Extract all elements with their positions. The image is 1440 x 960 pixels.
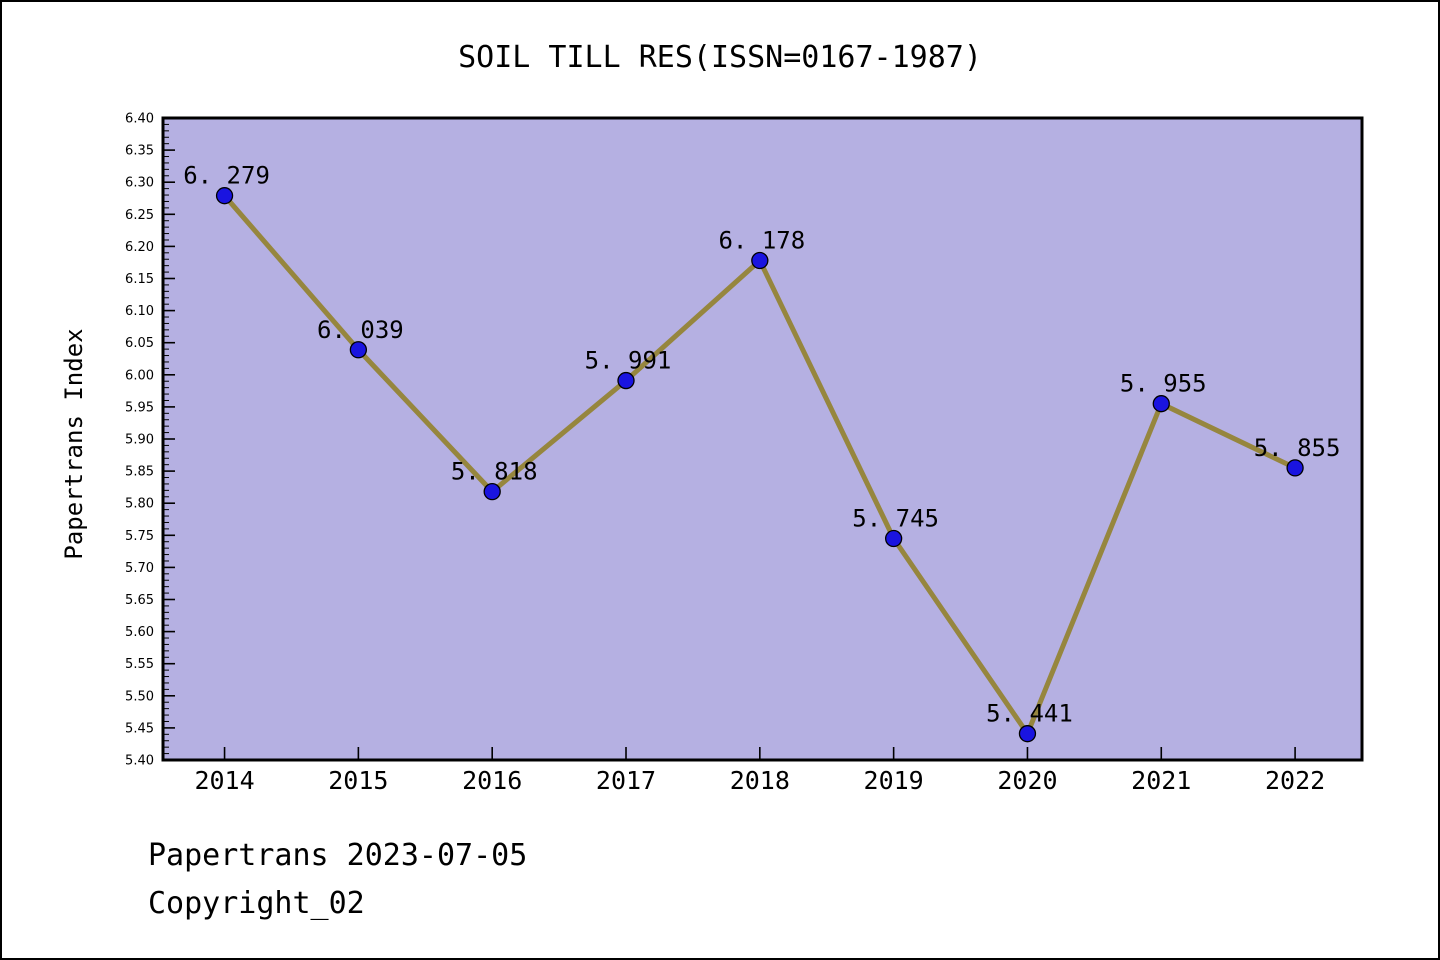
data-point-marker (1018, 725, 1037, 743)
x-tick-label: 2016 (462, 766, 522, 795)
x-tick-label: 2022 (1265, 766, 1325, 795)
data-point-label: 5. 991 (585, 347, 672, 375)
y-tick-label: 6.10 (125, 304, 154, 319)
footer-copyright-text: Copyright_02 (148, 886, 365, 921)
data-point-label: 6. 039 (317, 316, 404, 344)
y-tick-label: 5.55 (125, 657, 154, 672)
y-tick-label: 5.65 (125, 593, 154, 608)
data-point-marker (884, 529, 903, 548)
data-point-marker (1152, 395, 1170, 413)
data-point-label: 6. 279 (183, 162, 270, 190)
data-point-label: 5. 745 (852, 505, 939, 533)
y-tick-label: 6.40 (125, 112, 154, 127)
y-tick-label: 6.15 (125, 272, 154, 287)
x-tick-label: 2015 (328, 766, 388, 795)
y-tick-label: 6.05 (125, 336, 154, 351)
y-tick-label: 5.60 (125, 625, 154, 640)
y-tick-label: 6.00 (125, 368, 154, 383)
y-tick-label: 5.40 (125, 754, 154, 769)
footer-date-text: Papertrans 2023-07-05 (148, 838, 528, 873)
x-tick-label: 2020 (997, 766, 1057, 795)
data-point-label: 5. 818 (451, 458, 538, 486)
x-tick-label: 2014 (194, 766, 254, 795)
y-tick-label: 5.80 (125, 497, 154, 512)
y-tick-label: 5.70 (125, 561, 154, 576)
data-point-label: 5. 955 (1120, 370, 1207, 398)
y-tick-label: 6.20 (125, 240, 154, 255)
data-point-marker (483, 482, 501, 501)
y-tick-label: 5.90 (125, 433, 154, 448)
x-tick-label: 2018 (730, 766, 790, 795)
y-tick-label: 6.30 (125, 176, 154, 191)
y-tick-label: 5.45 (125, 721, 154, 736)
data-point-label: 5. 441 (986, 700, 1073, 728)
y-tick-label: 5.75 (125, 529, 154, 544)
data-point-marker (617, 371, 635, 390)
y-tick-label: 5.50 (125, 689, 154, 704)
y-tick-label: 6.25 (125, 208, 154, 223)
data-point-label: 5. 855 (1254, 434, 1341, 462)
x-tick-label: 2019 (864, 766, 924, 795)
x-tick-label: 2021 (1131, 766, 1191, 795)
y-tick-label: 6.35 (125, 144, 154, 159)
data-point-marker (349, 341, 368, 359)
y-tick-label: 5.95 (125, 400, 154, 415)
plot-frame (161, 116, 1364, 762)
data-point-marker (215, 187, 234, 205)
data-point-label: 6. 178 (718, 227, 805, 255)
plot-background (163, 118, 1362, 760)
data-point-marker (751, 251, 769, 270)
x-tick-label: 2017 (596, 766, 656, 795)
data-point-marker (1286, 459, 1304, 477)
y-tick-label: 5.85 (125, 465, 154, 480)
chart-title: SOIL TILL RES(ISSN=0167-1987) (458, 40, 982, 75)
line-chart-canvas: 5.40 5.45 5.50 5.55 5.60 5.65 5.70 5.75 5.80 5.85… (125, 112, 1364, 795)
